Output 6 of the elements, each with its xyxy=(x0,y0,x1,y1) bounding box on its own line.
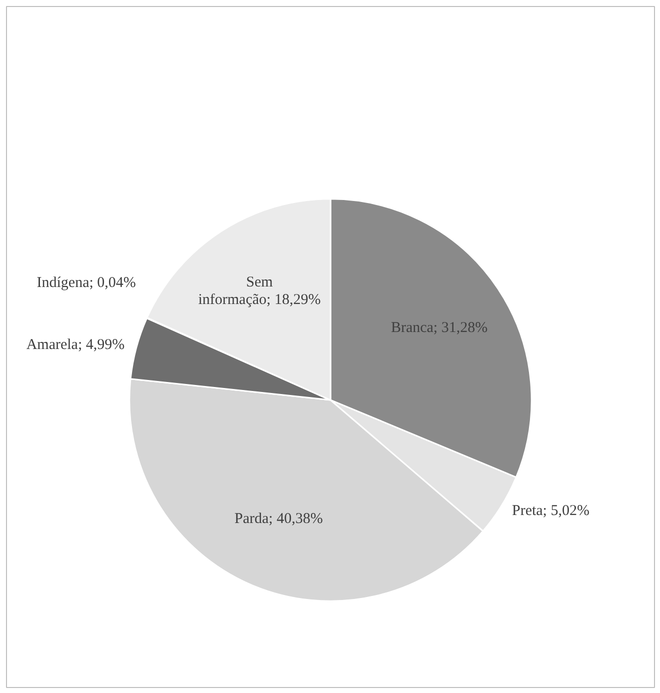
slice-label: Amarela; 4,99% xyxy=(26,337,125,354)
slice-label: Parda; 40,38% xyxy=(234,510,323,527)
slice-label: Branca; 31,28% xyxy=(390,320,488,336)
slice-label: Indígena; 0,04% xyxy=(36,275,136,292)
slice-label: Preta; 5,02% xyxy=(512,502,590,519)
slice-label: Sem informação; 18,29% xyxy=(198,274,321,308)
